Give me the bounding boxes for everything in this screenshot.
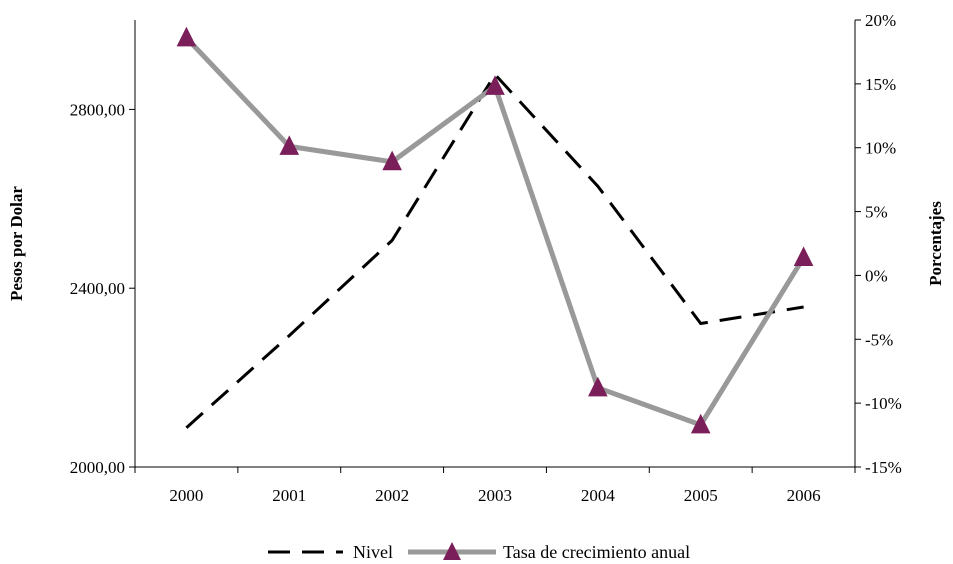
- legend-tasa-marker: [443, 542, 461, 560]
- right-tick-label: -15%: [865, 458, 902, 477]
- right-tick-label: 0%: [865, 266, 888, 285]
- series-layer: [176, 26, 814, 434]
- series-marker-tasa: [382, 150, 402, 171]
- left-y-axis-ticks: 2000,00 2400,00 2800,00: [70, 100, 135, 477]
- left-tick-label: 2800,00: [70, 100, 125, 119]
- legend: Nivel Tasa de crecimiento anual: [268, 542, 690, 562]
- legend-nivel-label: Nivel: [353, 542, 393, 562]
- x-tick-label: 2003: [478, 486, 512, 505]
- series-marker-tasa: [176, 26, 197, 47]
- right-y-axis-ticks: -15% -10% -5% 0% 5% 10% 15% 20%: [855, 11, 902, 477]
- plot-area: [134, 20, 856, 468]
- series-marker-tasa: [588, 376, 608, 397]
- legend-tasa-label: Tasa de crecimiento anual: [503, 542, 690, 562]
- series-marker-tasa: [279, 135, 300, 155]
- right-y-axis-title: Porcentajes: [926, 201, 945, 286]
- x-tick-label: 2000: [169, 486, 203, 505]
- x-tick-label: 2004: [581, 486, 616, 505]
- series-line-tasa: [184, 36, 806, 428]
- left-y-axis-title: Pesos por Dolar: [7, 186, 26, 301]
- x-tick-label: 2006: [787, 486, 821, 505]
- right-tick-label: -5%: [865, 330, 893, 349]
- series-marker-tasa: [793, 246, 814, 267]
- left-tick-label: 2000,00: [70, 458, 125, 477]
- x-tick-label: 2002: [375, 486, 409, 505]
- x-tick-label: 2001: [272, 486, 306, 505]
- series-line-nivel: [185, 72, 804, 429]
- left-tick-label: 2400,00: [70, 279, 125, 298]
- series-marker-tasa: [690, 413, 711, 434]
- x-axis-ticks: 2000 2001 2002 2003 2004 2005 2006: [134, 467, 856, 505]
- x-tick-label: 2005: [684, 486, 718, 505]
- series-marker-tasa: [485, 75, 505, 95]
- right-tick-label: 5%: [865, 203, 888, 222]
- right-tick-label: 10%: [865, 139, 896, 158]
- right-tick-label: 15%: [865, 75, 896, 94]
- right-tick-label: -10%: [865, 394, 902, 413]
- right-tick-label: 20%: [865, 11, 896, 30]
